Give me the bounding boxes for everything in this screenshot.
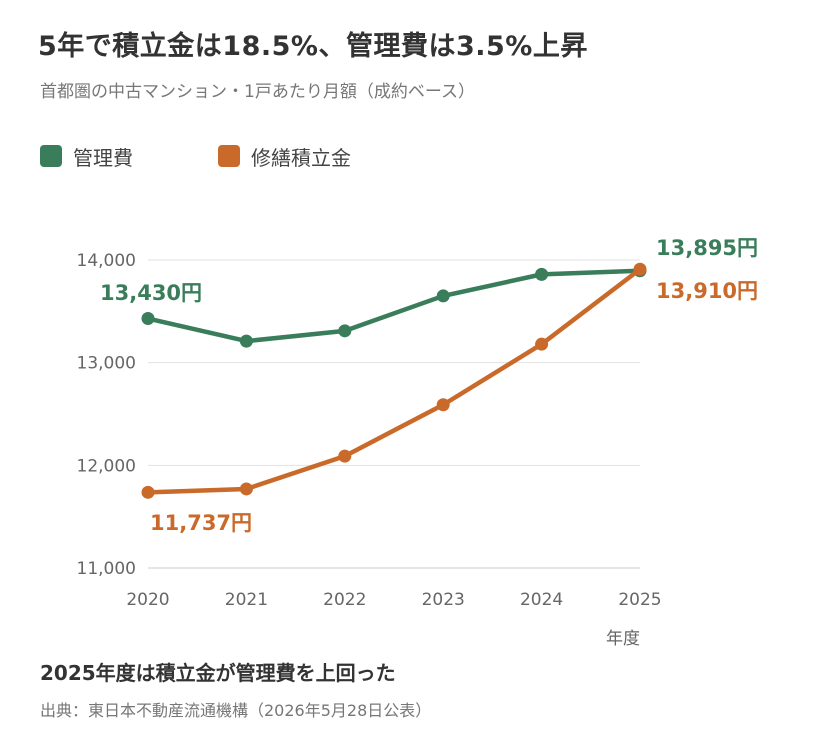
data-point	[535, 267, 549, 281]
x-axis-ticks: 2020 2021 2022 2023 2024 2025	[126, 590, 661, 610]
x-tick-label: 2024	[520, 590, 563, 610]
x-axis-label: 年度	[606, 629, 640, 649]
data-point	[338, 449, 352, 463]
data-point	[141, 312, 155, 326]
y-tick-label: 11,000	[77, 559, 136, 579]
data-point	[436, 289, 450, 303]
source-note: 出典：東日本不動産流通機構（2026年5月28日公表）	[40, 701, 432, 720]
data-label: 13,895円	[656, 236, 758, 260]
data-label: 13,430円	[100, 281, 202, 305]
x-tick-label: 2020	[126, 590, 169, 610]
x-tick-label: 2021	[225, 590, 268, 610]
gridlines	[148, 259, 640, 569]
y-tick-label: 12,000	[77, 456, 136, 476]
y-axis-ticks: 11,000 12,000 13,000 14,000	[77, 251, 136, 579]
legend-swatch-management-fee	[40, 145, 62, 167]
chart-title: 5年で積立金は18.5%、管理費は3.5%上昇	[38, 31, 588, 62]
chart-subtitle: 首都圏の中古マンション・1戸あたり月額（成約ベース）	[40, 82, 475, 102]
y-tick-label: 13,000	[77, 354, 136, 374]
data-point	[239, 334, 253, 348]
series-line-0	[145, 268, 643, 344]
legend-item-repair-reserve: 修繕積立金	[218, 142, 351, 170]
data-point	[535, 337, 549, 351]
data-label: 11,737円	[150, 511, 252, 535]
x-tick-label: 2022	[323, 590, 366, 610]
annotations-layer: 13,430円 13,895円 11,737円 13,910円	[100, 236, 758, 535]
data-point	[338, 324, 352, 338]
legend-label-management-fee: 管理費	[73, 145, 133, 170]
x-tick-label: 2025	[618, 590, 661, 610]
y-tick-label: 14,000	[77, 251, 136, 271]
legend-label-repair-reserve: 修繕積立金	[251, 145, 351, 170]
data-point	[141, 485, 155, 499]
x-tick-label: 2023	[422, 590, 465, 610]
series-layer	[141, 262, 647, 499]
legend-item-management-fee: 管理費	[40, 142, 133, 170]
data-label: 13,910円	[656, 279, 758, 303]
footnote-heading: 2025年度は積立金が管理費を上回った	[40, 661, 396, 685]
data-point	[436, 398, 450, 412]
data-point	[239, 482, 253, 496]
series-line-1	[145, 266, 643, 495]
data-point	[633, 262, 647, 276]
legend-swatch-repair-reserve	[218, 145, 240, 167]
